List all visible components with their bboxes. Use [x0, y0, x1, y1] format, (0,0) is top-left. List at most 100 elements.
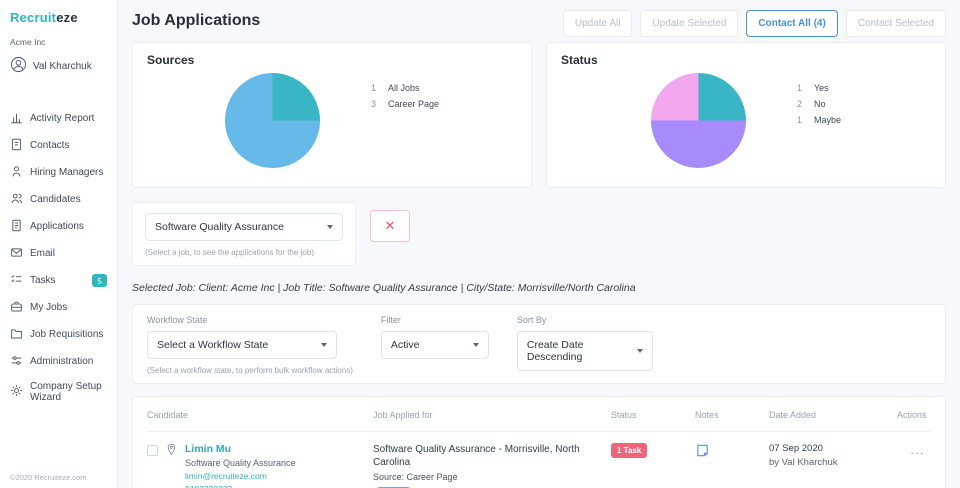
status-card-title: Status [561, 53, 598, 67]
note-icon[interactable] [695, 443, 710, 461]
filter-select[interactable]: Active [380, 331, 489, 359]
sort-by-value: Create Date Descending [526, 339, 584, 363]
legend-item: 1 Yes [794, 83, 841, 93]
status-card: Status 1 Yes 2 No 1 Maybe [546, 42, 946, 188]
job-source: Source: Career Page [373, 472, 458, 482]
sidebar-item-label: Activity Report [30, 113, 95, 124]
user-profile[interactable]: Val Kharchuk [0, 51, 117, 81]
column-header-job: Job Applied for [373, 410, 433, 420]
legend-value: 2 [796, 99, 802, 109]
sidebar-item-tasks[interactable]: Tasks 5 [0, 267, 117, 294]
row-checkbox[interactable] [147, 445, 158, 456]
column-header-notes: Notes [695, 410, 719, 420]
legend-label: Maybe [813, 115, 841, 125]
applications-table: Candidate Job Applied for Status Notes D… [132, 396, 946, 488]
sidebar-item-hiring-managers[interactable]: Hiring Managers [0, 159, 117, 186]
user-name: Val Kharchuk [33, 60, 92, 72]
folder-icon [10, 327, 23, 343]
column-header-date: Date Added [769, 410, 817, 420]
main-content: Job Applications Update All Update Selec… [118, 0, 960, 488]
sidebar-item-applications[interactable]: Applications [0, 213, 117, 240]
sort-by-label: Sort By [516, 315, 547, 325]
sidebar-item-contacts[interactable]: Contacts [0, 132, 117, 159]
sidebar-item-label: Administration [30, 356, 94, 367]
chart-cards: Sources 1 All Jobs 3 Career Page Status [132, 42, 946, 188]
sources-pie-chart [224, 73, 320, 168]
sidebar-item-candidates[interactable]: Candidates [0, 186, 117, 213]
clear-job-button[interactable]: ✕ [370, 210, 410, 242]
copyright-text: ©2020 Recruiteze.com [10, 473, 87, 482]
sidebar-item-label: Applications [30, 221, 84, 232]
update-selected-button[interactable]: Update Selected [640, 10, 739, 37]
job-select-dropdown[interactable]: Software Quality Assurance [145, 213, 343, 241]
contact-all-button[interactable]: Contact All (4) [746, 10, 838, 37]
mail-icon [10, 246, 23, 262]
workflow-state-select[interactable]: Select a Workflow State [147, 331, 337, 359]
job-selector-section: Software Quality Assurance (Select a job… [132, 202, 946, 266]
sources-card: Sources 1 All Jobs 3 Career Page [132, 42, 532, 188]
chevron-down-icon [321, 343, 327, 347]
sidebar-menu: Activity Report Contacts Hiring Managers… [0, 105, 117, 408]
status-legend: 1 Yes 2 No 1 Maybe [794, 73, 841, 168]
sidebar-item-administration[interactable]: Administration [0, 348, 117, 375]
job-selector-panel: Software Quality Assurance (Select a job… [132, 202, 356, 266]
sidebar-item-my-jobs[interactable]: My Jobs [0, 294, 117, 321]
sidebar-item-label: Company Setup Wizard [30, 380, 102, 403]
sidebar-item-label: Job Requisitions [30, 329, 104, 340]
sidebar-item-company-setup-wizard[interactable]: Company Setup Wizard [0, 375, 117, 408]
date-added-cell: 07 Sep 2020 by Val Kharchuk [769, 443, 897, 468]
page-header: Job Applications Update All Update Selec… [132, 10, 946, 42]
filters-panel: Workflow State Select a Workflow State (… [132, 304, 946, 384]
status-cell: 1 Task [611, 443, 695, 458]
sidebar-item-label: Candidates [30, 194, 81, 205]
task-count-badge[interactable]: 1 Task [611, 443, 648, 458]
sidebar-item-activity-report[interactable]: Activity Report [0, 105, 117, 132]
gear-icon [10, 384, 23, 400]
sidebar-item-email[interactable]: Email [0, 240, 117, 267]
candidate-info: Limin Mu Software Quality Assurance limi… [185, 443, 296, 488]
job-select-hint: (Select a job, to see the applications f… [145, 248, 314, 257]
filter-value: Active [390, 339, 420, 351]
column-header-status: Status [611, 410, 637, 420]
filter-label: Filter [380, 315, 401, 325]
legend-label: All Jobs [387, 83, 420, 93]
sidebar-item-job-requisitions[interactable]: Job Requisitions [0, 321, 117, 348]
contact-selected-button[interactable]: Contact Selected [845, 10, 946, 37]
sidebar-item-label: Contacts [30, 140, 70, 151]
workflow-state-value: Select a Workflow State [157, 339, 269, 351]
chevron-down-icon [472, 343, 479, 347]
selected-job-summary: Selected Job: Client: Acme Inc | Job Tit… [132, 282, 636, 294]
checklist-icon [10, 273, 23, 289]
row-actions-menu[interactable]: ... [910, 443, 925, 457]
job-applied-title: Software Quality Assurance - Morrisville… [373, 444, 580, 468]
legend-value: 1 [370, 83, 376, 93]
workflow-state-group: Workflow State Select a Workflow State (… [147, 315, 353, 375]
document-icon [10, 219, 23, 235]
legend-value: 1 [796, 115, 802, 125]
sidebar-item-label: Hiring Managers [30, 167, 104, 178]
sort-by-select[interactable]: Create Date Descending [516, 331, 653, 371]
job-applied-cell: Software Quality Assurance - Morrisville… [373, 443, 611, 488]
contacts-icon [10, 138, 23, 154]
workflow-state-label: Workflow State [147, 315, 208, 325]
candidate-email-link[interactable]: limin@recruiteze.com [185, 471, 267, 481]
chevron-down-icon [636, 349, 643, 353]
legend-value: 1 [796, 83, 802, 93]
update-all-button[interactable]: Update All [562, 10, 633, 37]
legend-label: Career Page [387, 99, 440, 109]
job-select-value: Software Quality Assurance [155, 221, 284, 233]
legend-item: 3 Career Page [368, 99, 439, 109]
candidate-name-link[interactable]: Limin Mu [185, 443, 232, 455]
candidate-cell: Limin Mu Software Quality Assurance limi… [147, 443, 373, 488]
sliders-icon [10, 354, 23, 370]
notes-cell [695, 443, 769, 461]
legend-value: 3 [370, 99, 376, 109]
page-title: Job Applications [132, 12, 261, 29]
candidate-title: Software Quality Assurance [185, 458, 296, 468]
sources-legend: 1 All Jobs 3 Career Page [368, 73, 439, 168]
header-actions: Update All Update Selected Contact All (… [562, 10, 946, 37]
added-by: by Val Kharchuk [769, 457, 838, 468]
candidate-phone-link[interactable]: 9192223333 [185, 484, 296, 488]
pin-icon[interactable] [165, 443, 178, 488]
logo-part-2: eze [56, 10, 78, 25]
